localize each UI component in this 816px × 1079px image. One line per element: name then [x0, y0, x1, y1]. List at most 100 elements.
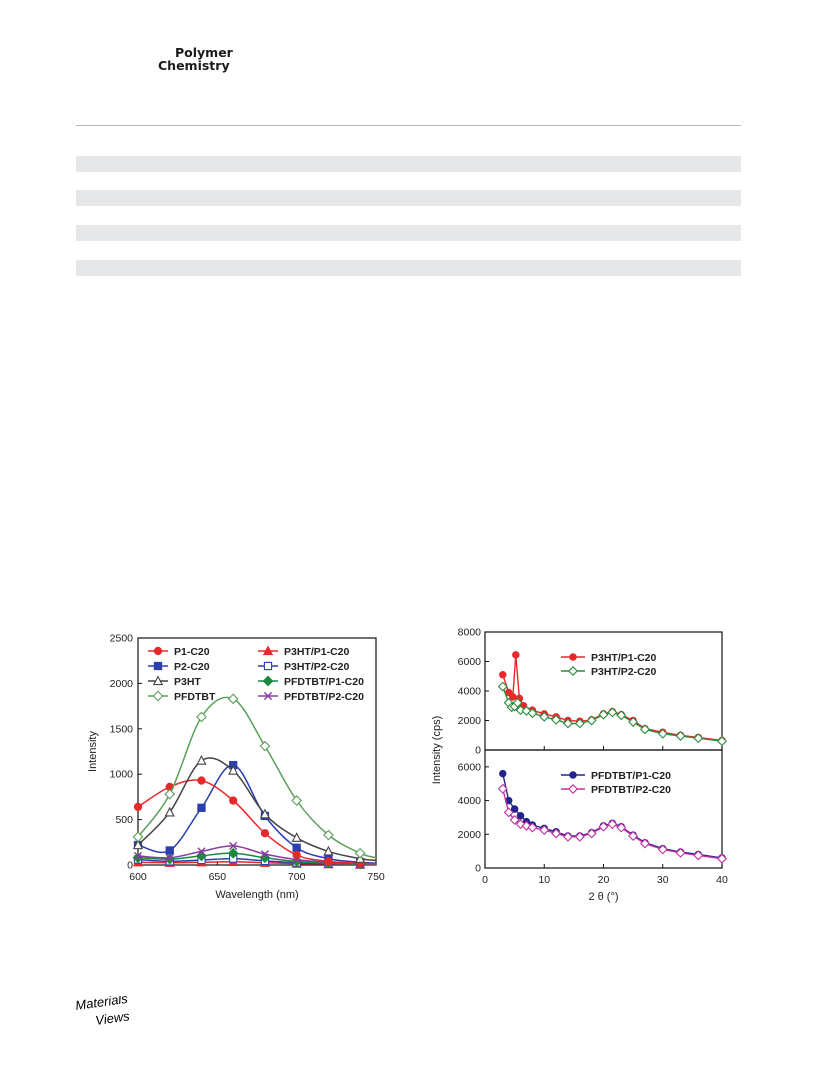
data-point — [616, 822, 627, 833]
data-point — [292, 843, 301, 852]
series-line — [137, 757, 377, 862]
legend-label: P3HT — [174, 676, 201, 688]
data-point — [497, 681, 508, 692]
y-axis-label: Intensity (cps) — [431, 716, 443, 784]
series-pfdtbt-p2-c20 — [497, 783, 727, 864]
legend-item: P3HT/P2-C20 — [258, 661, 350, 673]
data-point — [324, 857, 333, 866]
x-tick-label: 30 — [657, 874, 669, 886]
data-point — [165, 853, 174, 862]
data-point — [515, 705, 526, 716]
table-row-band — [76, 225, 741, 241]
data-point — [164, 806, 175, 817]
legend-label: P3HT/P2-C20 — [284, 661, 350, 673]
y-tick-label: 1500 — [110, 723, 134, 735]
series-line — [137, 696, 377, 859]
legend-item: PFDTBT/P2-C20 — [561, 784, 671, 796]
data-point — [292, 850, 301, 860]
y-tick-label: 2500 — [110, 633, 134, 645]
data-point — [516, 811, 525, 820]
y-tick-label: 0 — [127, 860, 133, 872]
data-point — [197, 803, 206, 812]
data-point — [657, 844, 668, 855]
logo-line2: Views — [94, 1008, 131, 1028]
y-tick-label: 0 — [475, 863, 481, 875]
y-tick-label: 2000 — [458, 715, 482, 727]
data-point — [291, 795, 303, 806]
data-point — [497, 783, 508, 794]
data-point — [675, 847, 686, 858]
data-point — [639, 838, 650, 849]
legend-marker — [262, 675, 274, 687]
legend-item: P3HT — [148, 675, 201, 688]
x-tick-label: 600 — [129, 871, 147, 883]
data-point — [133, 802, 143, 812]
header-rule — [76, 125, 741, 126]
legend-item: PFDTBT/P1-C20 — [258, 675, 364, 688]
data-point — [229, 841, 238, 851]
data-point — [586, 715, 597, 726]
y-tick-label: 8000 — [458, 627, 482, 639]
journal-logo: Polymer Chemistry — [158, 46, 233, 72]
data-point — [586, 828, 597, 839]
legend-marker — [152, 675, 164, 686]
y-axis-label: Intensity — [87, 731, 99, 772]
y-tick-label: 2000 — [458, 829, 482, 841]
data-point — [512, 651, 520, 659]
data-point — [527, 708, 538, 719]
data-point — [132, 839, 144, 850]
x-tick-label: 650 — [209, 871, 227, 883]
legend-marker — [263, 661, 273, 671]
x-tick-label: 0 — [482, 874, 488, 886]
legend-marker — [569, 653, 577, 661]
panel-frame — [484, 631, 723, 751]
legend-item: PFDTBT — [148, 690, 216, 703]
data-point — [197, 847, 206, 856]
table-row-band — [76, 156, 741, 172]
data-point — [527, 822, 538, 833]
data-point — [607, 707, 618, 718]
data-point — [503, 807, 514, 818]
data-point — [197, 776, 206, 785]
data-point — [675, 731, 686, 741]
data-point — [133, 851, 143, 861]
y-tick-label: 6000 — [458, 656, 482, 668]
data-point — [196, 711, 207, 723]
data-point — [574, 718, 585, 729]
data-point — [607, 819, 618, 830]
data-point — [717, 853, 727, 864]
x-tick-label: 700 — [288, 871, 306, 883]
data-point — [510, 805, 519, 813]
legend-label: P3HT/P1-C20 — [591, 652, 657, 664]
data-point — [551, 828, 562, 839]
materials-views-logo: Materials Views — [74, 996, 131, 1028]
series-p3ht — [132, 754, 377, 863]
data-point — [717, 736, 727, 747]
x-tick-label: 20 — [598, 874, 610, 886]
table-row-band — [76, 190, 741, 206]
legend-marker — [153, 646, 163, 656]
table-row-band — [76, 260, 741, 276]
data-point — [164, 788, 176, 800]
data-point — [196, 754, 207, 765]
data-point — [512, 697, 523, 708]
xrd-chart: 0 2000 4000 6000 8000 P3HT/P1-C20 P3HT/P2-C20 0… — [431, 627, 728, 904]
legend-marker — [569, 771, 577, 779]
data-point — [551, 714, 562, 725]
data-point — [693, 733, 704, 744]
data-point — [499, 671, 507, 679]
journal-logo-line1: Polymer — [175, 45, 233, 60]
data-point — [165, 846, 174, 855]
legend-item: P3HT/P1-C20 — [258, 645, 350, 658]
data-point — [323, 829, 334, 841]
legend-item: PFDTBT/P2-C20 — [258, 691, 364, 703]
data-point — [562, 718, 573, 729]
data-point — [521, 705, 532, 716]
plot-frame — [137, 637, 377, 866]
data-point — [499, 769, 507, 778]
legend-marker — [568, 666, 578, 676]
data-point — [521, 820, 532, 831]
legend-marker — [153, 661, 163, 671]
data-point — [598, 709, 609, 720]
data-point — [260, 829, 270, 838]
